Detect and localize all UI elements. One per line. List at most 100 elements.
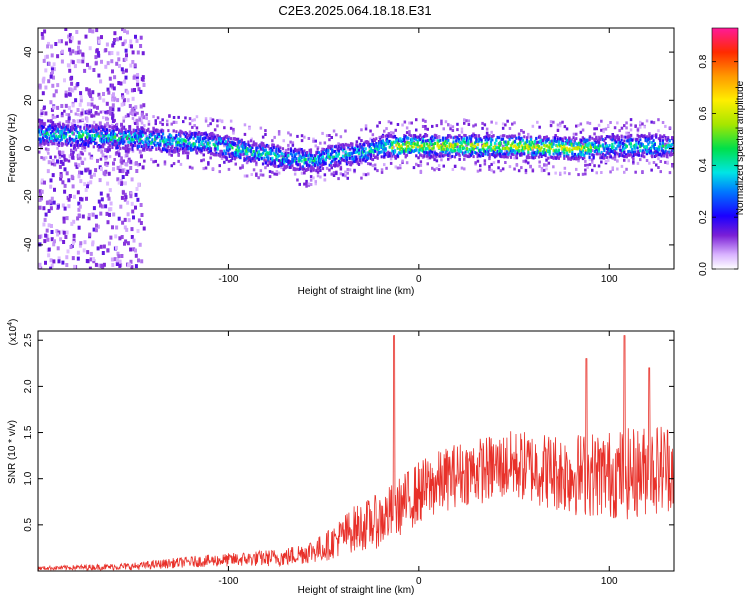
spectrogram-cell bbox=[353, 160, 357, 164]
spectrogram-cell bbox=[524, 159, 528, 163]
spectrogram-cell bbox=[40, 142, 43, 146]
spectrogram-cell bbox=[629, 133, 633, 137]
spectrogram-cell bbox=[291, 141, 295, 145]
spectrogram-cell bbox=[276, 165, 279, 169]
spectrogram-cell bbox=[76, 113, 80, 117]
spectrogram-cell bbox=[560, 141, 563, 145]
spectrogram-cell bbox=[472, 133, 475, 137]
spectrogram-cell bbox=[188, 117, 192, 121]
spectrogram-cell bbox=[117, 180, 121, 185]
spectrogram-cell bbox=[56, 232, 60, 237]
spectrogram-cell bbox=[650, 168, 653, 172]
spectrogram-cell bbox=[134, 144, 137, 147]
spectrogram-cell bbox=[211, 138, 214, 142]
spectrogram-cell bbox=[80, 142, 83, 146]
spectrogram-cell bbox=[130, 143, 133, 147]
spectrogram-cell bbox=[319, 159, 322, 163]
spectrogram-cell bbox=[529, 164, 532, 168]
spectrogram-cell bbox=[114, 142, 117, 146]
spectrogram-cell bbox=[644, 138, 647, 142]
spectrogram-cell bbox=[184, 151, 187, 155]
spectrogram-cell bbox=[649, 151, 652, 155]
spectrogram-cell bbox=[611, 156, 614, 160]
spectrogram-cell bbox=[505, 143, 509, 147]
spectrogram-cell bbox=[58, 134, 61, 138]
spectrogram-cell bbox=[641, 143, 644, 147]
spectrogram-cell bbox=[556, 137, 559, 141]
spectrogram-cell bbox=[401, 159, 404, 163]
spectrogram-cell bbox=[659, 152, 662, 156]
spectrogram-cell bbox=[629, 138, 632, 142]
spectrogram-cell bbox=[555, 148, 558, 152]
spectrogram-cell bbox=[108, 112, 112, 116]
spectrogram-cell bbox=[609, 121, 612, 124]
spectrogram-cell bbox=[532, 144, 535, 148]
spectrogram-cell bbox=[68, 68, 72, 73]
spectrogram-cell bbox=[91, 257, 95, 261]
spectrogram-cell bbox=[224, 140, 227, 144]
spectrogram-cell bbox=[47, 61, 51, 66]
spectrogram-cell bbox=[408, 142, 411, 146]
spectrogram-cell bbox=[116, 51, 120, 56]
spectrogram-cell bbox=[172, 138, 175, 142]
spectrogram-cell bbox=[67, 159, 71, 163]
spectrogram-cell bbox=[613, 155, 617, 158]
spectrogram-cell bbox=[481, 144, 485, 148]
spectrogram-cell bbox=[442, 127, 445, 131]
spectrogram-cell bbox=[504, 161, 507, 164]
spectrogram-cell bbox=[76, 250, 80, 255]
spectrogram-cell bbox=[471, 150, 474, 154]
spectrogram-cell bbox=[191, 143, 194, 147]
spectrogram-cell bbox=[565, 149, 568, 153]
spectrogram-cell bbox=[132, 247, 136, 252]
spectrogram-cell bbox=[339, 143, 342, 147]
spectrogram-cell bbox=[455, 139, 458, 143]
spectrogram-cell bbox=[102, 139, 105, 143]
spectrogram-cell bbox=[102, 116, 105, 120]
spectrogram-cell bbox=[38, 119, 41, 123]
spectrogram-cell bbox=[85, 259, 89, 263]
spectrogram-cell bbox=[517, 136, 521, 140]
spectrogram-cell bbox=[664, 137, 667, 141]
spectrogram-cell bbox=[497, 136, 501, 140]
spectrogram-cell bbox=[183, 144, 186, 148]
spectrogram-cell bbox=[139, 154, 143, 159]
spectrogram-cell bbox=[643, 151, 646, 155]
spectrogram-cell bbox=[228, 147, 231, 151]
spectrogram-cell bbox=[170, 164, 173, 168]
spectrogram-cell bbox=[321, 150, 325, 154]
spectrogram-cell bbox=[231, 146, 234, 150]
spectrogram-cell bbox=[163, 147, 166, 151]
spectrogram-cell bbox=[328, 145, 331, 149]
spectrogram-cell bbox=[116, 139, 119, 142]
spectrogram-cell bbox=[52, 127, 55, 131]
spectrogram-cell bbox=[588, 152, 591, 156]
spectrogram-cell bbox=[109, 235, 113, 240]
spectrogram-cell bbox=[357, 151, 361, 155]
spectrogram-cell bbox=[666, 160, 669, 164]
spectrogram-cell bbox=[335, 154, 338, 158]
spectrogram-cell bbox=[124, 68, 128, 73]
spectrogram-cell bbox=[146, 136, 149, 140]
spectrogram-cell bbox=[384, 147, 387, 151]
spectrogram-cell bbox=[415, 162, 418, 166]
spectrogram-cell bbox=[142, 147, 145, 151]
spectrogram-cell bbox=[141, 165, 145, 170]
spectrogram-cell bbox=[215, 151, 218, 155]
spectrogram-cell bbox=[432, 155, 435, 159]
spectrogram-cell bbox=[73, 64, 77, 69]
spectrogram-cell bbox=[61, 180, 65, 185]
spectrogram-cell bbox=[547, 161, 551, 165]
spectrogram-cell bbox=[436, 153, 439, 157]
spectrogram-cell bbox=[151, 138, 154, 142]
spectrogram-cell bbox=[57, 39, 61, 44]
spectrogram-cell bbox=[384, 142, 387, 146]
spectrogram-cell bbox=[102, 92, 105, 96]
spectrogram-cell bbox=[209, 152, 213, 156]
spectrogram-cell bbox=[136, 145, 139, 149]
spectrogram-cell bbox=[275, 145, 278, 149]
spectrogram-cell bbox=[432, 143, 435, 147]
spectrogram-cell bbox=[588, 155, 591, 159]
spectrogram-cell bbox=[389, 161, 393, 165]
spectrogram-cell bbox=[92, 120, 96, 124]
